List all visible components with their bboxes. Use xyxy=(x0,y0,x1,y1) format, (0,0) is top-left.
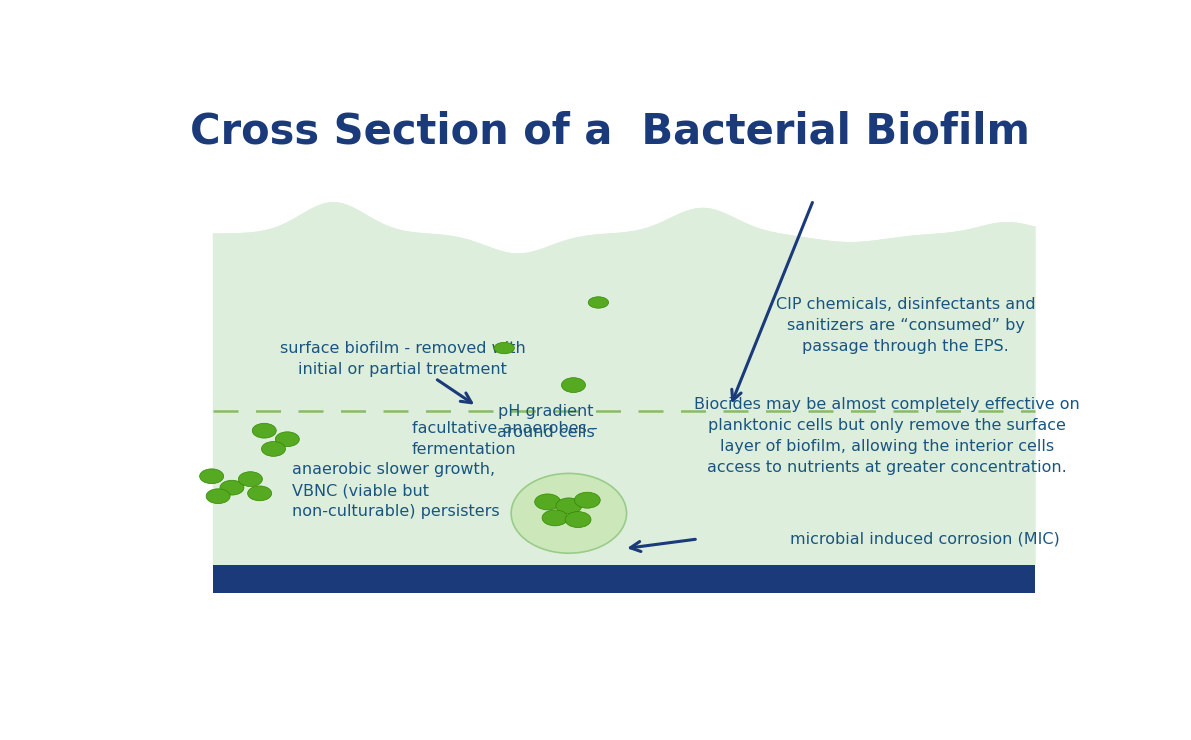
Polygon shape xyxy=(213,203,1035,565)
Text: facultative anaerobes -
fermentation: facultative anaerobes - fermentation xyxy=(412,421,598,457)
Circle shape xyxy=(275,432,299,447)
Ellipse shape xyxy=(511,474,626,554)
Text: anaerobic slower growth,
VBNC (viable but
non-culturable) persisters: anaerobic slower growth, VBNC (viable bu… xyxy=(292,462,499,519)
Circle shape xyxy=(574,492,600,508)
Text: microbial induced corrosion (MIC): microbial induced corrosion (MIC) xyxy=(791,531,1060,546)
Circle shape xyxy=(262,442,286,457)
Circle shape xyxy=(561,377,586,392)
Circle shape xyxy=(248,486,272,501)
Circle shape xyxy=(535,494,561,510)
Text: CIP chemicals, disinfectants and
sanitizers are “consumed” by
passage through th: CIP chemicals, disinfectants and sanitiz… xyxy=(777,297,1035,354)
Bar xyxy=(213,565,1035,593)
Ellipse shape xyxy=(588,297,609,308)
Circle shape xyxy=(220,480,244,495)
Ellipse shape xyxy=(494,343,515,354)
Text: Cross Section of a  Bacterial Biofilm: Cross Section of a Bacterial Biofilm xyxy=(191,110,1030,152)
Text: pH gradient
around cells: pH gradient around cells xyxy=(497,404,594,440)
Circle shape xyxy=(206,489,230,504)
Circle shape xyxy=(252,423,276,438)
Circle shape xyxy=(542,510,568,526)
Circle shape xyxy=(556,498,581,514)
Text: surface biofilm - removed with
initial or partial treatment: surface biofilm - removed with initial o… xyxy=(280,341,525,377)
Circle shape xyxy=(200,469,224,484)
Circle shape xyxy=(238,471,262,486)
Circle shape xyxy=(566,511,591,528)
Text: Biocides may be almost completely effective on
planktonic cells but only remove : Biocides may be almost completely effect… xyxy=(694,397,1080,475)
